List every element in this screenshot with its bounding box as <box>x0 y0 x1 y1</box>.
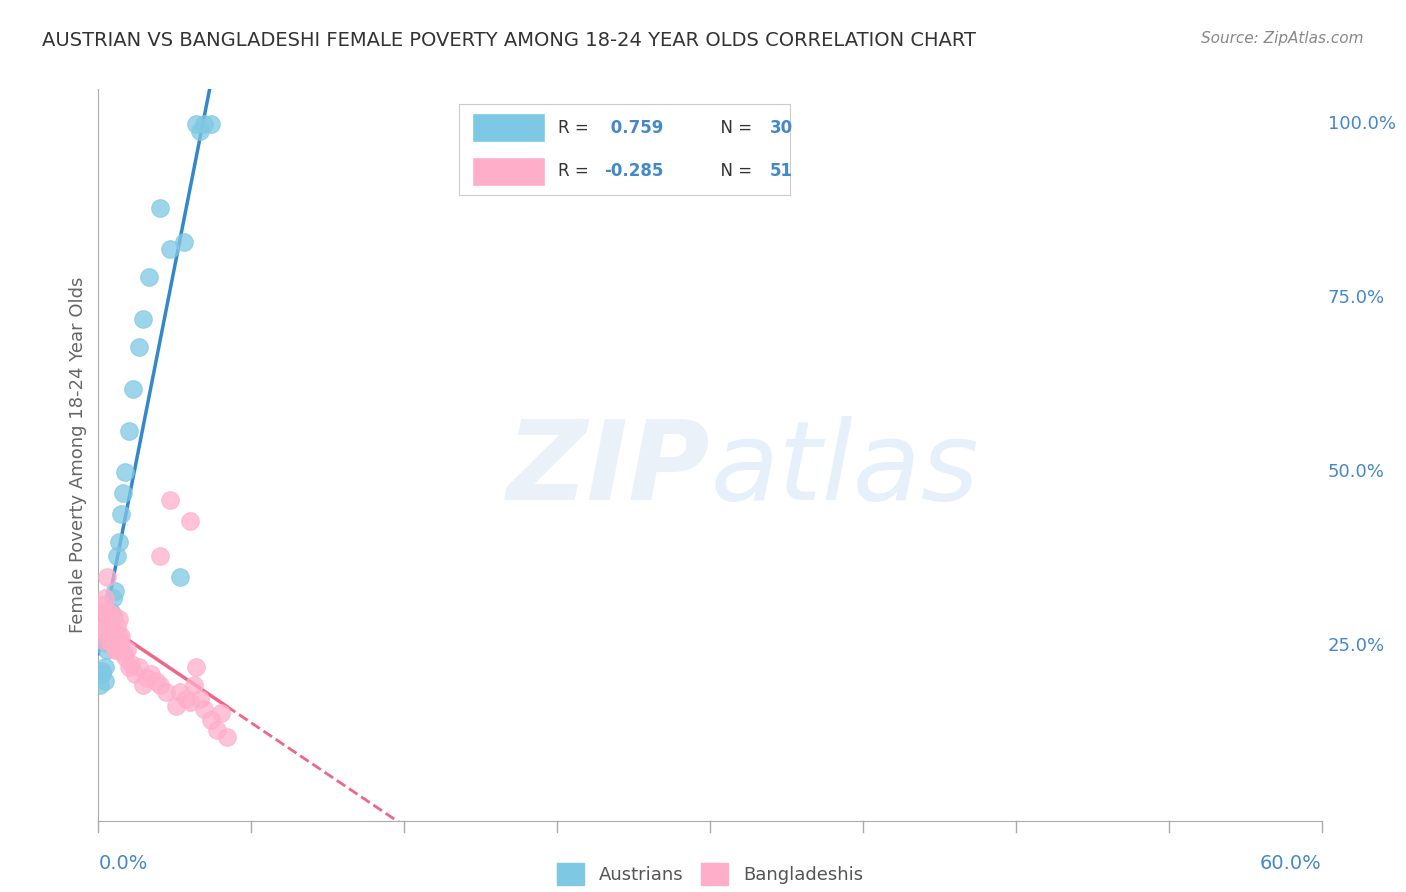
Point <box>101 608 124 623</box>
Point <box>128 340 150 354</box>
Point <box>93 591 115 605</box>
Text: 0.0%: 0.0% <box>98 854 148 872</box>
Point <box>104 629 127 643</box>
Point <box>188 691 212 706</box>
Point <box>132 312 155 326</box>
Point <box>110 636 132 650</box>
Point <box>105 549 128 563</box>
Point <box>105 643 128 657</box>
Point <box>118 660 141 674</box>
Point <box>89 678 111 692</box>
Y-axis label: Female Poverty Among 18-24 Year Olds: Female Poverty Among 18-24 Year Olds <box>69 277 87 633</box>
Point <box>200 117 222 131</box>
Point <box>215 730 238 744</box>
Text: AUSTRIAN VS BANGLADESHI FEMALE POVERTY AMONG 18-24 YEAR OLDS CORRELATION CHART: AUSTRIAN VS BANGLADESHI FEMALE POVERTY A… <box>42 31 976 50</box>
Point <box>169 570 191 584</box>
Point <box>128 660 150 674</box>
Point <box>97 632 120 647</box>
Point <box>101 591 124 605</box>
Point <box>111 647 134 661</box>
Point <box>91 598 114 612</box>
Point <box>100 636 122 650</box>
Point <box>89 622 111 636</box>
Point <box>104 643 127 657</box>
Point <box>149 549 172 563</box>
Point <box>110 629 132 643</box>
Point <box>174 691 197 706</box>
Point <box>108 629 131 643</box>
Point <box>89 608 111 623</box>
Point <box>101 608 124 623</box>
Point <box>183 678 205 692</box>
Point <box>120 657 142 671</box>
Point <box>96 570 118 584</box>
Text: atlas: atlas <box>710 416 979 523</box>
Point <box>115 643 138 657</box>
Text: 100.0%: 100.0% <box>1327 115 1396 133</box>
Point <box>141 667 163 681</box>
Point <box>138 270 160 285</box>
Point <box>149 678 172 692</box>
Text: 60.0%: 60.0% <box>1260 854 1322 872</box>
Point <box>179 695 201 709</box>
Point <box>110 507 132 521</box>
Point <box>97 605 120 619</box>
Text: 25.0%: 25.0% <box>1327 638 1385 656</box>
Point <box>93 618 115 632</box>
Point <box>155 685 177 699</box>
Text: Source: ZipAtlas.com: Source: ZipAtlas.com <box>1201 31 1364 46</box>
Point <box>96 605 118 619</box>
Point <box>159 493 181 508</box>
Point <box>193 117 215 131</box>
Point <box>101 625 124 640</box>
Point <box>132 678 155 692</box>
Point <box>186 660 208 674</box>
Text: 75.0%: 75.0% <box>1327 289 1385 307</box>
Point <box>108 535 131 549</box>
Point <box>100 615 122 629</box>
Text: 50.0%: 50.0% <box>1327 463 1385 482</box>
Point <box>104 583 127 598</box>
Point <box>114 466 136 480</box>
Point <box>136 671 159 685</box>
Point <box>193 702 215 716</box>
Point <box>179 514 201 528</box>
Point <box>108 612 131 626</box>
Text: ZIP: ZIP <box>506 416 710 523</box>
Point <box>122 382 145 396</box>
Point <box>149 201 172 215</box>
Point <box>209 706 232 720</box>
Point <box>200 713 222 727</box>
Point <box>169 685 191 699</box>
Point <box>186 117 208 131</box>
Point <box>96 636 118 650</box>
Point <box>93 674 115 689</box>
Legend: Austrians, Bangladeshis: Austrians, Bangladeshis <box>557 863 863 885</box>
Point <box>93 660 115 674</box>
Point <box>188 124 212 138</box>
Point <box>173 235 195 250</box>
Point <box>97 618 120 632</box>
Point <box>105 618 128 632</box>
Point <box>91 664 114 678</box>
Point <box>111 486 134 500</box>
Point <box>96 643 118 657</box>
Point <box>91 632 114 647</box>
Point <box>205 723 228 737</box>
Point <box>145 674 167 689</box>
Point <box>91 667 114 681</box>
Point <box>159 243 181 257</box>
Point <box>100 605 122 619</box>
Point <box>124 667 146 681</box>
Point <box>165 698 187 713</box>
Point <box>118 424 141 438</box>
Point <box>97 618 120 632</box>
Point <box>114 649 136 664</box>
